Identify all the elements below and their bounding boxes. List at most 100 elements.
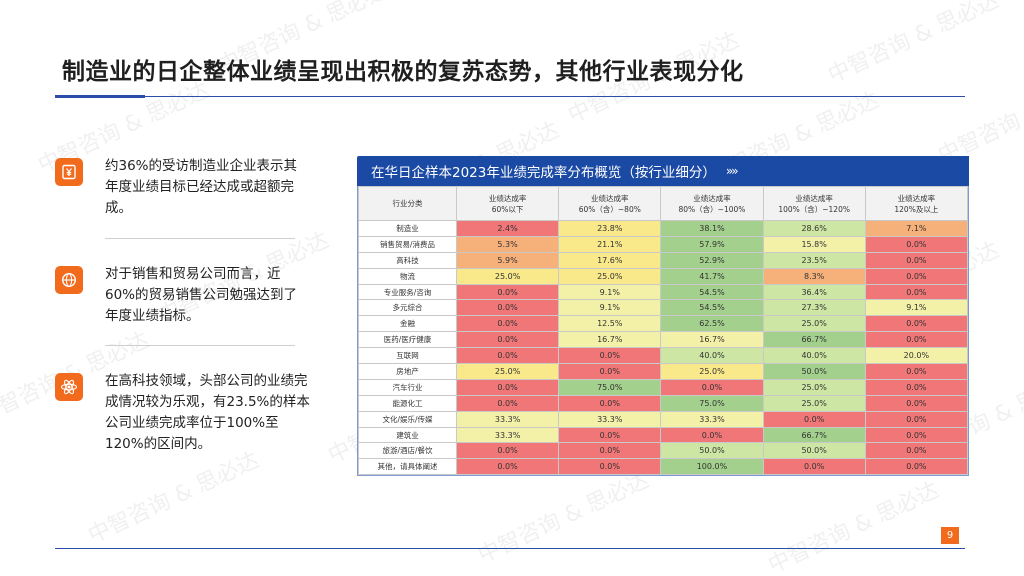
value-cell: 0.0% [864, 442, 969, 460]
value-cell: 62.5% [660, 315, 764, 333]
row-category: 销售贸易/消费品 [358, 235, 457, 253]
value-cell: 25.0% [762, 378, 866, 396]
column-header-line1: 业绩达成率 [591, 193, 629, 203]
row-category: 高科技 [358, 251, 457, 269]
table-header-row: 行业分类 业绩达成率 60%以下 业绩达成率 60%（含）~80% 业绩达成率 80%（含）… [358, 186, 969, 221]
value-cell: 75.0% [558, 378, 662, 396]
value-cell: 0.0% [864, 331, 969, 349]
value-cell: 0.0% [864, 363, 969, 380]
value-cell: 25.0% [455, 363, 560, 380]
row-category: 房地产 [358, 363, 457, 380]
table-row: 专业服务/咨询 0.0% 9.1% 54.5% 36.4% 0.0% [358, 283, 969, 301]
value-cell: 41.7% [660, 267, 764, 285]
value-cell: 5.3% [455, 235, 560, 253]
column-header: 业绩达成率 60%以下 [455, 186, 560, 221]
column-header: 业绩达成率 100%（含）~120% [762, 186, 866, 221]
value-cell: 0.0% [455, 331, 560, 349]
table-row: 多元综合 0.0% 9.1% 54.5% 27.3% 9.1% [358, 299, 969, 317]
column-header-line2: 120%及以上 [894, 204, 939, 214]
value-cell: 0.0% [455, 315, 560, 333]
value-cell: 21.1% [558, 235, 662, 253]
table-row: 汽车行业 0.0% 75.0% 0.0% 25.0% 0.0% [358, 378, 969, 396]
value-cell: 0.0% [558, 347, 662, 365]
table-row: 制造业 2.4% 23.8% 38.1% 28.6% 7.1% [358, 220, 969, 237]
value-cell: 23.8% [558, 220, 662, 237]
table-row: 建筑业 33.3% 0.0% 0.0% 66.7% 0.0% [358, 426, 969, 444]
value-cell: 0.0% [864, 426, 969, 444]
value-cell: 20.0% [864, 347, 969, 365]
watermark-text: 中智咨询 & 思必达 [934, 68, 1024, 169]
bullet-text: 约36%的受访制造业企业表示其年度业绩目标已经达成或超额完成。 [105, 158, 298, 216]
row-category: 文化/娱乐/传媒 [358, 410, 457, 428]
value-cell: 0.0% [455, 458, 560, 476]
value-cell: 66.7% [762, 426, 866, 444]
column-header-line1: 业绩达成率 [897, 193, 936, 203]
watermark-text: 中智咨询 & 思必达 [824, 0, 1003, 89]
row-category: 专业服务/咨询 [358, 283, 457, 301]
value-cell: 5.9% [455, 251, 560, 269]
yen-document-icon [55, 158, 83, 186]
value-cell: 25.0% [558, 267, 662, 285]
table-row: 医药/医疗健康 0.0% 16.7% 16.7% 66.7% 0.0% [358, 331, 969, 349]
column-header-line1: 行业分类 [392, 199, 423, 208]
table-body-frame: 行业分类 业绩达成率 60%以下 业绩达成率 60%（含）~80% 业绩达成率 80%（含）… [357, 186, 969, 477]
column-header-line2: 60%（含）~80% [578, 204, 641, 214]
value-cell: 0.0% [455, 394, 560, 412]
table-row: 金融 0.0% 12.5% 62.5% 25.0% 0.0% [358, 315, 969, 333]
column-header: 业绩达成率 60%（含）~80% [558, 186, 662, 221]
value-cell: 25.0% [455, 267, 560, 285]
value-cell: 100.0% [660, 458, 764, 476]
value-cell: 0.0% [455, 299, 560, 317]
value-cell: 0.0% [864, 251, 969, 269]
value-cell: 75.0% [660, 394, 764, 412]
value-cell: 0.0% [864, 410, 969, 428]
value-cell: 0.0% [864, 315, 969, 333]
row-category: 金融 [358, 315, 457, 333]
row-category: 旅游/酒店/餐饮 [358, 442, 457, 460]
column-header-line1: 业绩达成率 [693, 193, 731, 203]
value-cell: 25.0% [762, 315, 866, 333]
value-cell: 40.0% [660, 347, 764, 365]
value-cell: 9.1% [558, 299, 662, 317]
value-cell: 33.3% [558, 410, 662, 428]
value-cell: 66.7% [762, 331, 866, 349]
value-cell: 0.0% [864, 267, 969, 285]
table-row: 物流 25.0% 25.0% 41.7% 8.3% 0.0% [358, 267, 969, 285]
value-cell: 15.8% [762, 235, 866, 253]
value-cell: 0.0% [864, 378, 969, 396]
column-header: 业绩达成率 80%（含）~100% [660, 186, 764, 221]
value-cell: 0.0% [558, 442, 662, 460]
value-cell: 0.0% [864, 394, 969, 412]
separator [105, 345, 295, 346]
value-cell: 9.1% [864, 299, 969, 317]
column-header: 行业分类 [358, 186, 457, 221]
column-header-line1: 业绩达成率 [488, 193, 527, 203]
value-cell: 50.0% [762, 363, 866, 380]
row-category: 汽车行业 [358, 378, 457, 396]
row-category: 医药/医疗健康 [358, 331, 457, 349]
row-category: 互联网 [358, 347, 457, 365]
table-title: 在华日企样本2023年业绩完成率分布概览（按行业细分） [371, 165, 716, 181]
column-header-line2: 80%（含）~100% [678, 204, 746, 214]
table-row: 销售贸易/消费品 5.3% 21.1% 57.9% 15.8% 0.0% [358, 235, 969, 253]
value-cell: 2.4% [455, 220, 560, 237]
performance-table-card: 在华日企样本2023年业绩完成率分布概览（按行业细分） »» 行业分类 业绩达成率… [357, 156, 969, 477]
value-cell: 27.3% [762, 299, 866, 317]
row-category: 其他，请具体阐述 [358, 458, 457, 476]
value-cell: 50.0% [762, 442, 866, 460]
bullet-trade: 对于销售和贸易公司而言，近60%的贸易销售公司勉强达到了年度业绩指标。 [55, 264, 310, 327]
table-row: 文化/娱乐/传媒 33.3% 33.3% 33.3% 0.0% 0.0% [358, 410, 969, 428]
bullet-manufacturing: 约36%的受访制造业企业表示其年度业绩目标已经达成或超额完成。 [55, 156, 310, 219]
value-cell: 0.0% [558, 363, 662, 380]
bullet-hightech: 在高科技领域，头部公司的业绩完成情况较为乐观，有23.5%的样本公司业绩完成率位… [55, 371, 310, 455]
value-cell: 57.9% [660, 235, 764, 253]
row-category: 多元综合 [358, 299, 457, 317]
value-cell: 0.0% [660, 378, 764, 396]
row-category: 制造业 [358, 220, 457, 237]
chevron-right-icon: »» [725, 164, 739, 178]
footer-rule [55, 548, 965, 549]
value-cell: 33.3% [455, 410, 560, 428]
value-cell: 0.0% [455, 283, 560, 301]
value-cell: 12.5% [558, 315, 662, 333]
value-cell: 28.6% [762, 220, 866, 237]
